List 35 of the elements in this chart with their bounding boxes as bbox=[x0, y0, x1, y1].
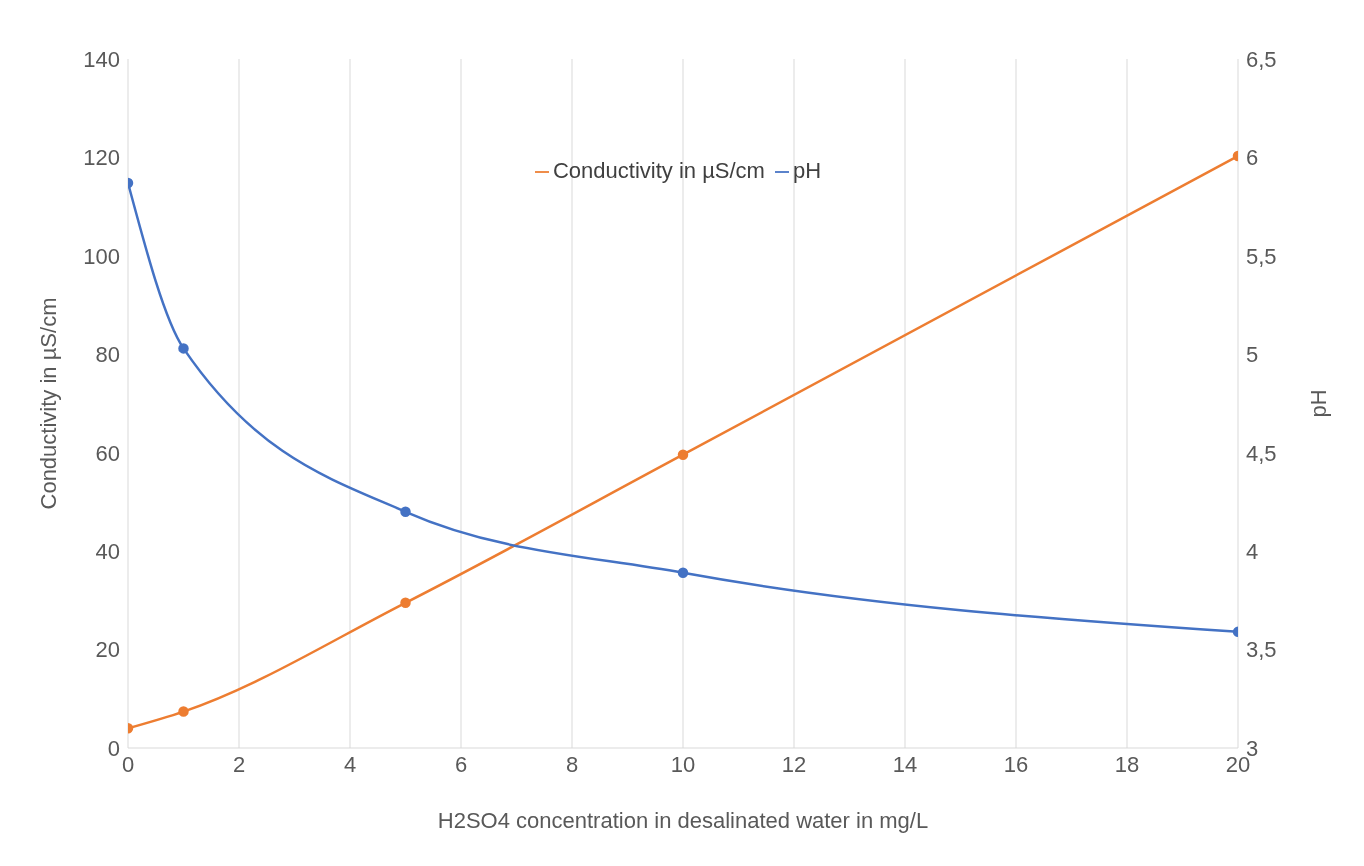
y2-tick-label: 4 bbox=[1246, 538, 1259, 564]
x-tick-label: 8 bbox=[565, 751, 579, 777]
x-tick-label: 18 bbox=[1114, 751, 1140, 777]
y-tick-label: 80 bbox=[95, 342, 120, 368]
x-tick-label: 4 bbox=[343, 751, 357, 777]
point bbox=[178, 706, 189, 717]
x-tick-label: 14 bbox=[892, 751, 918, 777]
y-tick-label: 40 bbox=[95, 538, 120, 564]
y2-tick-label: 5,5 bbox=[1246, 243, 1277, 269]
y2-tick-label: 4,5 bbox=[1246, 440, 1277, 466]
point bbox=[178, 343, 189, 354]
legend-label: pH bbox=[792, 158, 822, 183]
y2-tick-label: 6 bbox=[1246, 145, 1259, 171]
x-tick-label: 6 bbox=[454, 751, 468, 777]
x-axis-title: H2SO4 concentration in desalinated water in mg/L bbox=[437, 808, 929, 833]
y-tick-label: 120 bbox=[83, 145, 120, 171]
x-tick-label: 10 bbox=[670, 751, 696, 777]
x-tick-label: 12 bbox=[781, 751, 807, 777]
point bbox=[400, 597, 411, 609]
y-tick-label: 20 bbox=[95, 637, 120, 663]
y2-tick-label: 6,5 bbox=[1246, 46, 1277, 72]
y2-tick-label: 3,5 bbox=[1246, 637, 1277, 663]
y2-axis-title: pH bbox=[1305, 389, 1331, 418]
y2-tick-label: 5 bbox=[1246, 342, 1259, 368]
point bbox=[677, 567, 689, 579]
x-tick-label: 2 bbox=[232, 751, 246, 777]
point bbox=[400, 506, 411, 518]
y-tick-label: 140 bbox=[83, 46, 120, 72]
y-tick-label: 0 bbox=[107, 735, 120, 761]
x-tick-label: 16 bbox=[1003, 751, 1029, 777]
y-axis-title: Conductivity in µS/cm bbox=[35, 297, 61, 510]
legend-label: Conductivity in µS/cm bbox=[552, 158, 765, 183]
y-tick-label: 100 bbox=[83, 243, 120, 269]
y-tick-label: 60 bbox=[95, 440, 120, 466]
point bbox=[677, 449, 689, 460]
